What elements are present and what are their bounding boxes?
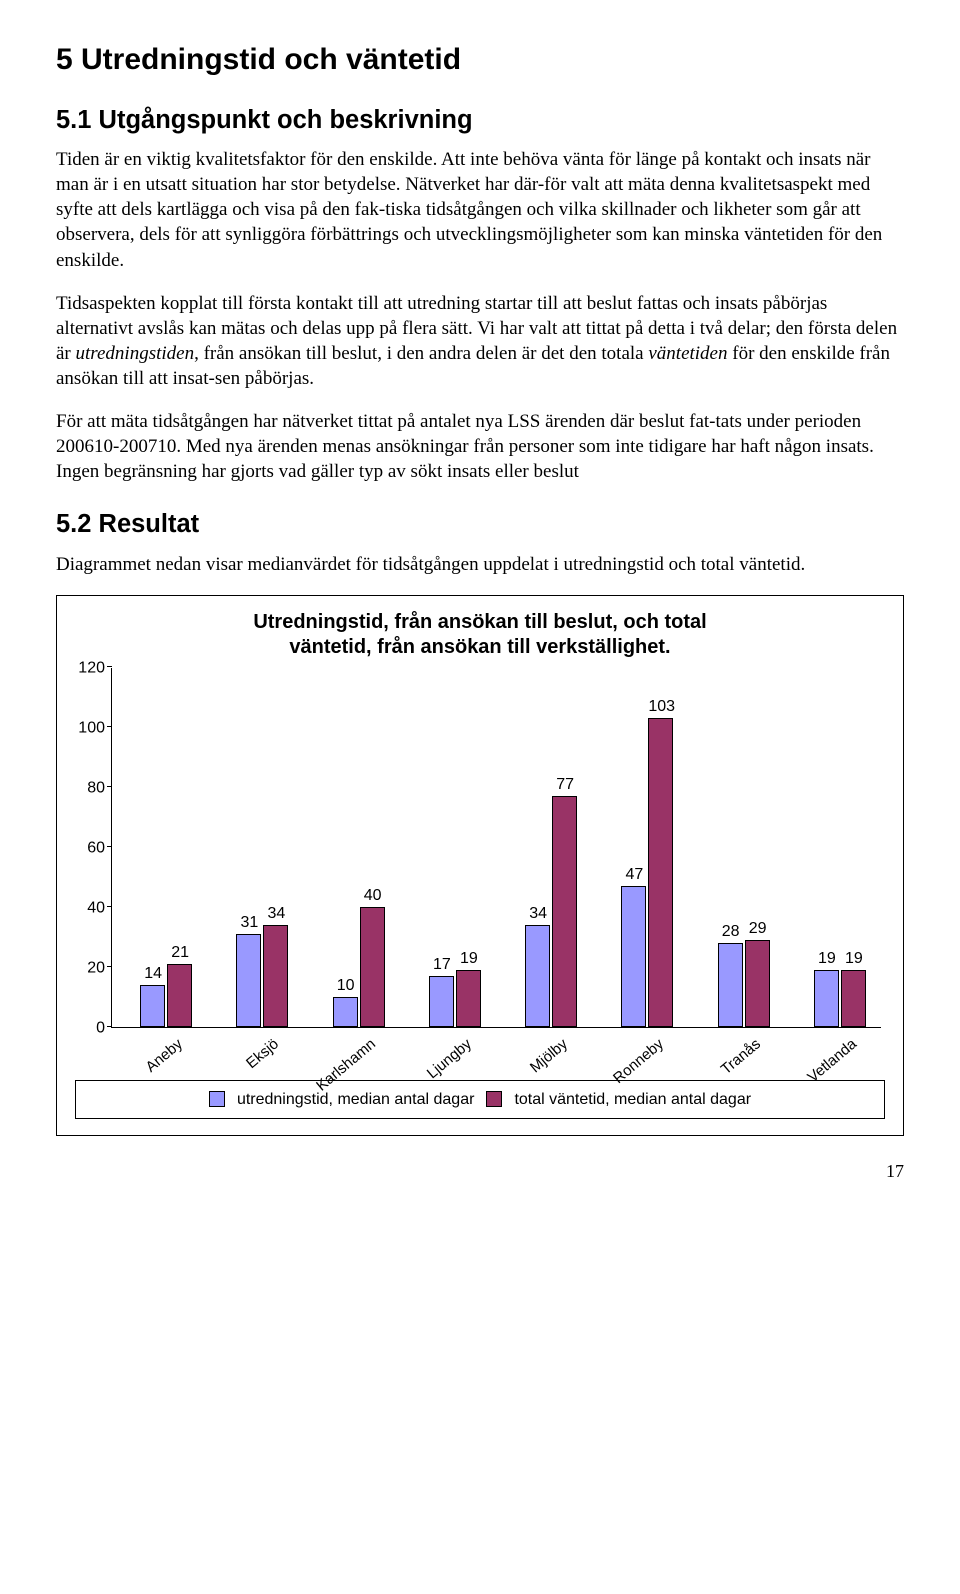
chart-title-line-2: väntetid, från ansökan till verkställigh… bbox=[289, 636, 670, 658]
legend-label-series-1: total väntetid, median antal dagar bbox=[514, 1089, 751, 1110]
x-axis-category-label: Ljungby bbox=[423, 1035, 476, 1084]
chart-bar: 31 bbox=[236, 934, 261, 1027]
chart-area: 1421Aneby3134Eksjö1040Karlshamn1719Ljung… bbox=[111, 668, 885, 1028]
chart-bar: 34 bbox=[263, 925, 288, 1027]
x-axis-category-label: Tranås bbox=[717, 1035, 765, 1080]
x-axis-category-label: Mjölby bbox=[526, 1035, 572, 1078]
chart-bar: 103 bbox=[648, 718, 673, 1027]
paragraph-2-italic-2: väntetiden bbox=[648, 343, 727, 364]
y-axis-tick-label: 120 bbox=[73, 657, 105, 678]
bar-value-label: 34 bbox=[525, 903, 551, 926]
chart-bar: 14 bbox=[140, 985, 165, 1027]
chart-bar: 77 bbox=[552, 796, 577, 1027]
bar-value-label: 103 bbox=[648, 696, 674, 719]
x-axis-category-label: Eksjö bbox=[243, 1035, 284, 1074]
bar-value-label: 17 bbox=[429, 954, 455, 977]
bar-value-label: 10 bbox=[333, 975, 359, 998]
chart-plot: 1421Aneby3134Eksjö1040Karlshamn1719Ljung… bbox=[111, 668, 881, 1028]
y-axis-tick-label: 60 bbox=[73, 837, 105, 858]
chart-bar: 40 bbox=[360, 907, 385, 1027]
chart-bar: 47 bbox=[621, 886, 646, 1027]
bar-value-label: 31 bbox=[236, 912, 262, 935]
chart-bar: 28 bbox=[718, 943, 743, 1027]
bar-value-label: 19 bbox=[814, 948, 840, 971]
bar-value-label: 47 bbox=[621, 864, 647, 887]
bar-value-label: 14 bbox=[140, 963, 166, 986]
chart-title: Utredningstid, från ansökan till beslut,… bbox=[75, 610, 885, 660]
chart-container: Utredningstid, från ansökan till beslut,… bbox=[56, 595, 904, 1136]
bar-value-label: 40 bbox=[360, 885, 386, 908]
legend-label-series-0: utredningstid, median antal dagar bbox=[237, 1089, 475, 1110]
chart-bar: 19 bbox=[814, 970, 839, 1027]
subheading-5-1: 5.1 Utgångspunkt och beskrivning bbox=[56, 104, 904, 138]
y-axis-tick-label: 0 bbox=[73, 1017, 105, 1038]
y-axis-tick-label: 100 bbox=[73, 717, 105, 738]
bar-value-label: 77 bbox=[552, 774, 578, 797]
chart-bar: 34 bbox=[525, 925, 550, 1027]
bar-value-label: 28 bbox=[718, 921, 744, 944]
chart-bar: 17 bbox=[429, 976, 454, 1027]
bar-value-label: 29 bbox=[745, 918, 771, 941]
y-axis-tick-label: 40 bbox=[73, 897, 105, 918]
paragraph-2: Tidsaspekten kopplat till första kontakt… bbox=[56, 291, 904, 391]
chart-bar: 19 bbox=[456, 970, 481, 1027]
bar-value-label: 19 bbox=[841, 948, 867, 971]
paragraph-1: Tiden är en viktig kvalitetsfaktor för d… bbox=[56, 147, 904, 272]
bar-value-label: 34 bbox=[263, 903, 289, 926]
paragraph-3: För att mäta tidsåtgången har nätverket … bbox=[56, 409, 904, 484]
chart-title-line-1: Utredningstid, från ansökan till beslut,… bbox=[253, 611, 706, 633]
legend-swatch-series-0 bbox=[209, 1091, 225, 1107]
chart-bar: 21 bbox=[167, 964, 192, 1027]
paragraph-2-italic-1: utredningstiden bbox=[76, 343, 195, 364]
legend-swatch-series-1 bbox=[486, 1091, 502, 1107]
bar-value-label: 21 bbox=[167, 942, 193, 965]
x-axis-category-label: Aneby bbox=[142, 1035, 187, 1078]
chart-bar: 29 bbox=[745, 940, 770, 1027]
paragraph-2-part-c: , från ansökan till beslut, i den andra … bbox=[194, 343, 648, 364]
y-axis-tick-label: 80 bbox=[73, 777, 105, 798]
chart-legend: utredningstid, median antal dagar total … bbox=[75, 1080, 885, 1119]
chart-bar: 19 bbox=[841, 970, 866, 1027]
page-number: 17 bbox=[56, 1160, 904, 1184]
y-axis-tick-label: 20 bbox=[73, 957, 105, 978]
bar-value-label: 19 bbox=[456, 948, 482, 971]
paragraph-4: Diagrammet nedan visar medianvärdet för … bbox=[56, 552, 904, 577]
subheading-5-2: 5.2 Resultat bbox=[56, 508, 904, 542]
chart-bar: 10 bbox=[333, 997, 358, 1027]
section-heading: 5 Utredningstid och väntetid bbox=[56, 40, 904, 80]
